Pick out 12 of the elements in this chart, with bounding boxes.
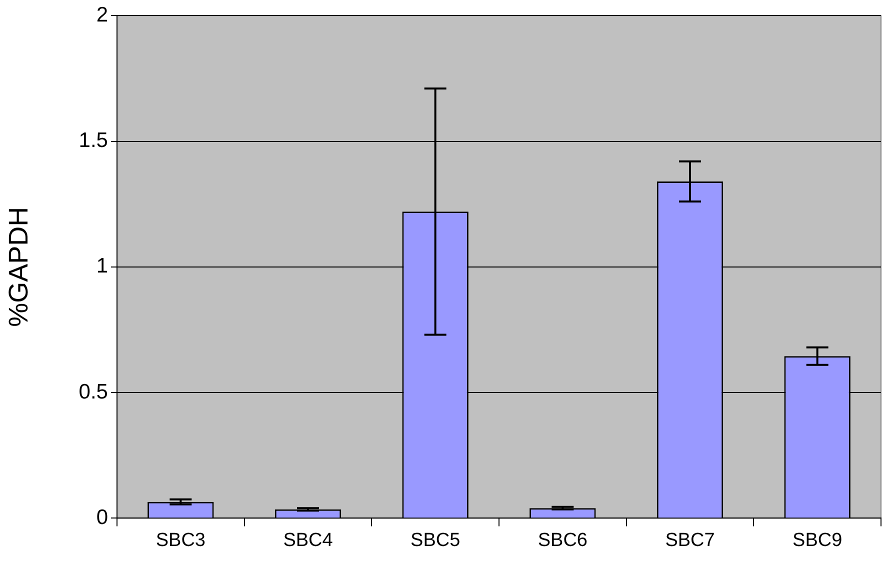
x-tick-label: SBC4 xyxy=(283,530,334,551)
x-tick-label: SBC5 xyxy=(410,530,460,551)
y-tick-label: 1.5 xyxy=(78,129,108,152)
x-tick-label: SBC7 xyxy=(665,530,715,551)
y-axis-title: %GAPDH xyxy=(4,206,34,327)
y-tick-label: 0 xyxy=(96,506,108,529)
x-tick-label: SBC6 xyxy=(538,530,588,551)
x-tick-label: SBC9 xyxy=(792,530,842,551)
x-tick-label: SBC3 xyxy=(156,530,206,551)
y-tick-label: 2 xyxy=(96,3,108,26)
y-tick-label: 0.5 xyxy=(78,380,108,404)
y-tick-label: 1 xyxy=(96,254,108,278)
